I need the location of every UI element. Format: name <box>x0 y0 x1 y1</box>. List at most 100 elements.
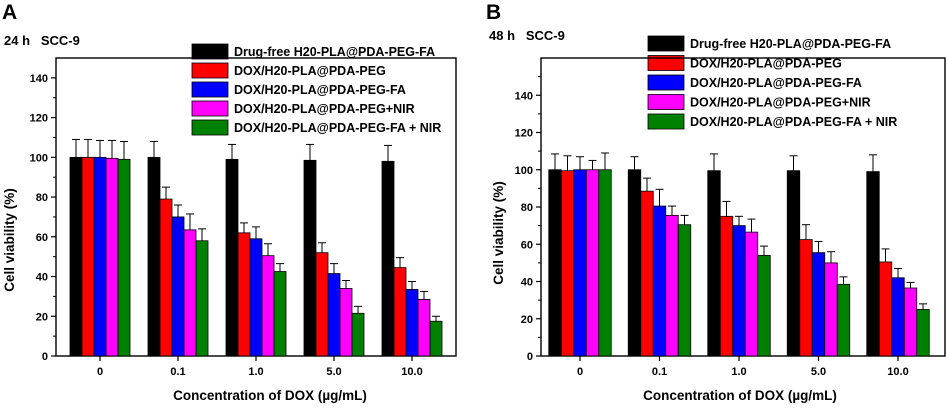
bar <box>811 252 826 357</box>
x-tick-labels: 0 0.1 1.0 5.0 10.0 <box>577 366 909 378</box>
bar <box>261 255 275 357</box>
legend-swatch <box>191 43 229 60</box>
bar <box>799 239 813 357</box>
chart-panel-a: A 24 h SCC-9 Cell viability (%) Concentr… <box>2 1 457 403</box>
bar <box>903 287 918 357</box>
bar <box>665 214 679 357</box>
bar <box>916 309 930 357</box>
bar <box>598 169 612 357</box>
legend-item: DOX/H20-PLA@PDA-PEG+NIR <box>647 94 871 110</box>
y-tick-label: 120 <box>30 113 48 125</box>
bar <box>652 205 667 357</box>
y-tick-labels: 0 20 40 60 80 100 120 140 <box>30 73 48 363</box>
legend-item: DOX/H20-PLA@PDA-PEG+NIR <box>191 100 415 117</box>
bar <box>786 170 801 357</box>
panel-letter: A <box>2 1 17 24</box>
bar <box>381 160 395 357</box>
bar <box>339 288 353 357</box>
legend-swatch <box>647 74 685 91</box>
bar <box>69 156 83 357</box>
bar <box>573 169 587 357</box>
bar <box>836 283 851 357</box>
bar <box>117 158 131 357</box>
y-tick-label: 140 <box>515 90 533 102</box>
bar <box>627 169 642 357</box>
bar <box>147 156 161 357</box>
legend-swatch <box>191 62 229 79</box>
bar <box>405 289 419 357</box>
x-tick-label: 0.1 <box>170 366 185 378</box>
x-tick-labels: 0 0.1 1.0 5.0 10.0 <box>97 366 423 378</box>
legend: Drug-free H20-PLA@PDA-PEG-FA DOX/H20-PLA… <box>647 35 897 130</box>
legend-swatch <box>191 119 229 136</box>
chart-panel-b: B 48 h SCC-9 Cell viability (%) Concentr… <box>486 1 946 403</box>
legend-item: Drug-free H20-PLA@PDA-PEG-FA <box>647 35 891 52</box>
condition-label: 48 h SCC-9 <box>489 28 565 43</box>
legend-item: DOX/H20-PLA@PDA-PEG-FA <box>647 74 862 91</box>
bar <box>417 298 431 357</box>
y-tick-label: 20 <box>36 311 48 323</box>
x-tick-label: 1.0 <box>248 366 263 378</box>
bar <box>824 262 838 357</box>
bar <box>866 171 880 357</box>
bar <box>719 215 734 357</box>
x-axis-title: Concentration of DOX (µg/mL) <box>173 388 367 403</box>
x-axis-title: Concentration of DOX (µg/mL) <box>643 388 837 403</box>
x-tick-label: 5.0 <box>811 366 826 378</box>
legend-swatch <box>191 81 229 98</box>
bar <box>585 169 600 357</box>
bar <box>159 198 173 357</box>
bar <box>81 156 95 357</box>
bar <box>237 232 251 357</box>
bar <box>225 158 239 357</box>
legend-item: DOX/H20-PLA@PDA-PEG <box>191 62 386 79</box>
legend-label: DOX/H20-PLA@PDA-PEG+NIR <box>234 102 415 116</box>
legend-swatch <box>647 113 685 130</box>
legend-item: DOX/H20-PLA@PDA-PEG-FA <box>191 81 406 98</box>
bar <box>393 267 407 357</box>
bar <box>105 157 119 357</box>
bar <box>757 255 771 357</box>
legend-swatch <box>191 100 229 117</box>
legend-label: DOX/H20-PLA@PDA-PEG <box>234 64 386 78</box>
legend-swatch <box>647 94 685 110</box>
legend-label: DOX/H20-PLA@PDA-PEG-FA + NIR <box>690 115 897 129</box>
y-tick-label: 40 <box>36 272 48 284</box>
legend-label: DOX/H20-PLA@PDA-PEG+NIR <box>690 96 871 110</box>
bar <box>171 216 185 357</box>
y-tick-label: 0 <box>42 351 48 363</box>
legend-item: DOX/H20-PLA@PDA-PEG-FA + NIR <box>191 119 441 136</box>
y-tick-label: 40 <box>521 277 533 289</box>
bar <box>707 170 721 357</box>
bar <box>273 271 287 357</box>
panel-letter: B <box>486 1 501 24</box>
legend-label: Drug-free H20-PLA@PDA-PEG-FA <box>234 45 435 59</box>
condition-label: 24 h SCC-9 <box>4 33 80 48</box>
x-tick-label: 1.0 <box>731 366 746 378</box>
y-tick-labels: 0 20 40 60 80 100 120 140 <box>515 90 533 363</box>
bar <box>548 169 562 357</box>
bar <box>93 156 107 357</box>
bar <box>327 273 341 357</box>
legend-label: DOX/H20-PLA@PDA-PEG-FA + NIR <box>234 121 441 135</box>
x-tick-label: 0 <box>577 366 583 378</box>
x-tick-label: 5.0 <box>326 366 341 378</box>
bar <box>183 229 197 357</box>
legend-label: DOX/H20-PLA@PDA-PEG-FA <box>690 76 862 90</box>
y-tick-label: 60 <box>521 239 533 251</box>
legend: Drug-free H20-PLA@PDA-PEG-FA DOX/H20-PLA… <box>191 43 441 136</box>
bar <box>195 240 209 357</box>
y-tick-label: 80 <box>36 192 48 204</box>
y-tick-label: 100 <box>515 165 533 177</box>
bar <box>303 159 317 357</box>
legend-swatch <box>647 55 685 71</box>
bar <box>315 252 329 357</box>
legend-swatch <box>647 35 685 52</box>
bar <box>640 190 654 357</box>
x-tick-label: 0 <box>97 366 103 378</box>
x-tick-label: 10.0 <box>887 366 908 378</box>
y-axis-title: Cell viability (%) <box>2 188 17 292</box>
bar <box>677 224 692 357</box>
y-tick-label: 120 <box>515 128 533 140</box>
